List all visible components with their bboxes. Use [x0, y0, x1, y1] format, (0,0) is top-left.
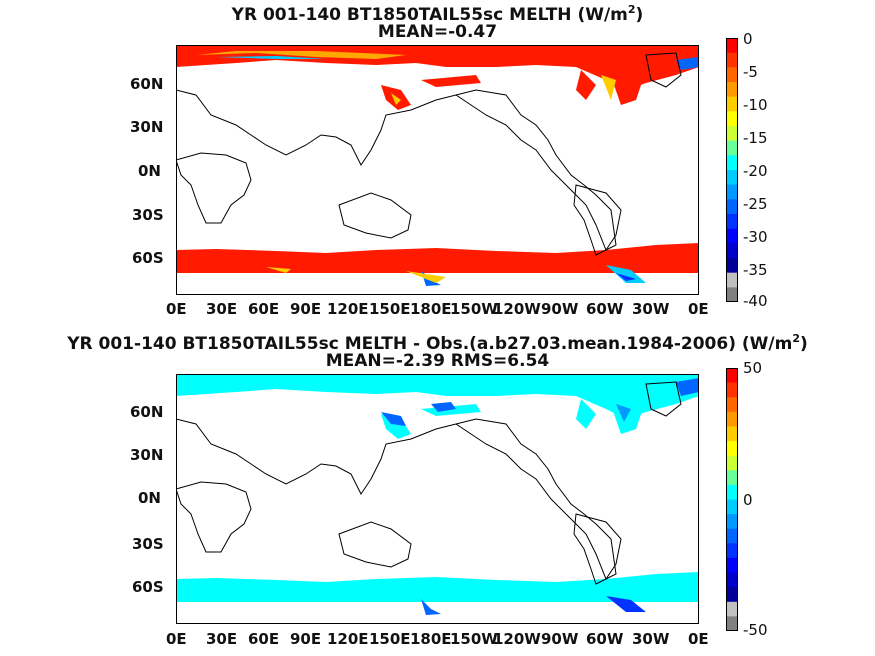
colorbar-segment [726, 616, 738, 631]
panel2-lat-0n: 0N [138, 489, 161, 507]
panel2-lon-90w: 90W [541, 630, 579, 648]
colorbar-segment [726, 214, 738, 230]
colorbar-segment [726, 514, 738, 530]
panel1-lon-0e-end: 0E [688, 300, 709, 318]
panel2-lon-150e: 150E [369, 630, 411, 648]
colorbar-segment [726, 67, 738, 83]
panel2-lon-0e: 0E [166, 630, 187, 648]
colorbar-segment [726, 455, 738, 471]
colorbar-segment [726, 426, 738, 442]
colorbar-segment [726, 470, 738, 486]
colorbar-segment [726, 587, 738, 603]
panel1-lon-60e: 60E [248, 300, 280, 318]
panel1-cbar-tick: -35 [743, 261, 768, 279]
panel1-cbar-tick: -30 [743, 228, 768, 246]
panel2-cbar-tick: 50 [743, 359, 763, 377]
panel1-mean: MEAN=-0.47 [377, 22, 498, 42]
panel2-lat-30n: 30N [130, 446, 164, 464]
panel2-lon-120e: 120E [327, 630, 369, 648]
colorbar-segment [726, 243, 738, 259]
colorbar-segment [726, 228, 738, 244]
colorbar-segment [726, 499, 738, 515]
panel2-title: YR 001-140 BT1850TAIL55sc MELTH - Obs.(a… [67, 332, 808, 354]
colorbar-segment [726, 199, 738, 215]
colorbar-segment [726, 368, 738, 384]
panel1-cbar-tick: -20 [743, 162, 768, 180]
colorbar-segment [726, 184, 738, 200]
colorbar-segment [726, 543, 738, 559]
panel2-cbar-tick: 0 [743, 491, 753, 509]
panel1-lon-120w: 120W [493, 300, 541, 318]
colorbar-segment [726, 557, 738, 574]
colorbar-segment [726, 155, 738, 171]
panel1-lat-30s: 30S [132, 206, 164, 224]
panel1-lon-90w: 90W [541, 300, 579, 318]
panel2-lon-120w: 120W [493, 630, 541, 648]
panel1-cbar-tick: -10 [743, 96, 768, 114]
panel1-lat-0n: 0N [138, 162, 161, 180]
colorbar-frame [726, 38, 738, 302]
panel1-lon-180e: 180E [410, 300, 452, 318]
panel2-lat-60n: 60N [130, 403, 164, 421]
panel1-cbar-tick: -40 [743, 292, 768, 310]
panel2-lon-60w: 60W [586, 630, 624, 648]
panel1-cbar-tick: 0 [743, 30, 753, 48]
colorbar-segment [726, 82, 738, 98]
panel1-cbar-tick: -25 [743, 195, 768, 213]
panel1-map [176, 45, 699, 295]
panel1-lon-30w: 30W [632, 300, 670, 318]
panel2-map [176, 374, 699, 624]
panel2-lon-90e: 90E [290, 630, 322, 648]
colorbar-segment [726, 411, 738, 427]
panel1-lon-150e: 150E [369, 300, 411, 318]
panel2-lat-60s: 60S [132, 578, 164, 596]
colorbar-segment [726, 484, 738, 500]
panel1-cbar-tick: -5 [743, 63, 758, 81]
colorbar-frame [726, 368, 738, 631]
panel1-lon-120e: 120E [327, 300, 369, 318]
panel2-lon-30e: 30E [206, 630, 238, 648]
panel1-lon-60w: 60W [586, 300, 624, 318]
panel1-lon-0e: 0E [166, 300, 187, 318]
colorbar-segment [726, 601, 738, 617]
panel2-cbar-tick: -50 [743, 621, 768, 639]
panel1-lon-30e: 30E [206, 300, 238, 318]
panel1-lat-60s: 60S [132, 249, 164, 267]
colorbar-segment [726, 96, 738, 112]
panel1-title: YR 001-140 BT1850TAIL55sc MELTH (W/m2) [231, 3, 644, 25]
panel1-lon-150w: 150W [450, 300, 498, 318]
colorbar-segment [726, 52, 738, 68]
panel2-lat-30s: 30S [132, 535, 164, 553]
colorbar-segment [726, 441, 738, 457]
panel2-lon-60e: 60E [248, 630, 280, 648]
panel2-colorbar [726, 368, 738, 631]
panel1-lat-30n: 30N [130, 118, 164, 136]
colorbar-segment [726, 170, 738, 186]
colorbar-segment [726, 111, 738, 127]
colorbar-segment [726, 38, 738, 54]
colorbar-segment [726, 140, 738, 156]
panel2-lon-180e: 180E [410, 630, 452, 648]
panel2-lon-150w: 150W [450, 630, 498, 648]
panel1-cbar-tick: -15 [743, 129, 768, 147]
panel1-lon-90e: 90E [290, 300, 322, 318]
panel2-lon-30w: 30W [632, 630, 670, 648]
panel1-lat-60n: 60N [130, 75, 164, 93]
colorbar-segment [726, 126, 738, 142]
colorbar-segment [726, 287, 738, 302]
colorbar-segment [726, 572, 738, 588]
panel2-stats: MEAN=-2.39 RMS=6.54 [325, 351, 550, 371]
colorbar-segment [726, 258, 738, 274]
colorbar-segment [726, 272, 738, 288]
colorbar-segment [726, 528, 738, 544]
panel2-lon-0e-end: 0E [688, 630, 709, 648]
panel1-colorbar [726, 38, 738, 302]
colorbar-segment [726, 382, 738, 398]
colorbar-segment [726, 397, 738, 413]
